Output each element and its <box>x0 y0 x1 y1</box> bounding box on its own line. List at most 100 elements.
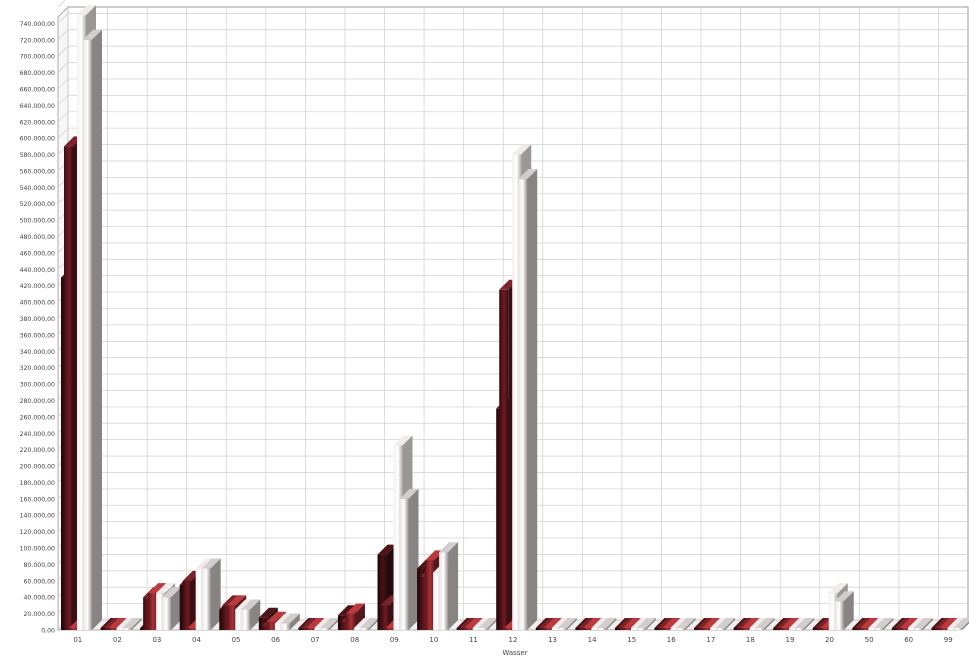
bar-front <box>345 613 355 630</box>
bar-front <box>622 628 632 630</box>
bar <box>716 618 736 630</box>
y-tick-label: 200.000,00 <box>20 464 55 471</box>
bar-top <box>241 599 261 610</box>
bar-front <box>227 605 237 630</box>
y-tick-label: 240.000,00 <box>20 431 55 438</box>
bar-front <box>518 179 528 631</box>
y-tick-label: 720.000,00 <box>20 37 55 44</box>
bar-front <box>306 628 316 630</box>
bar-side <box>210 558 221 630</box>
bar-top <box>597 618 617 628</box>
bar <box>755 618 775 630</box>
y-tick-label: 500.000,00 <box>20 218 55 225</box>
bar-front <box>860 628 870 630</box>
bar <box>399 488 419 630</box>
x-axis-tick-labels: 01 02 03 04 05 06 07 08 09 10 11 12 13 14 15 16 17 18 19 20… <box>73 636 952 644</box>
bar-front <box>69 628 78 630</box>
bar-front <box>855 628 865 630</box>
bar-top <box>543 618 563 628</box>
bar-front <box>578 628 588 630</box>
bar-side <box>92 29 102 630</box>
y-tick-label: 320.000,00 <box>20 365 55 372</box>
y-tick-label: 140.000,00 <box>20 513 55 520</box>
bar-front <box>472 628 482 630</box>
x-tick-label: 02 <box>113 636 122 644</box>
grid-line-h-side <box>57 13 69 24</box>
bar-front <box>143 597 153 630</box>
bar <box>636 618 656 630</box>
bars <box>61 5 969 631</box>
grid-line-h-side <box>57 127 69 139</box>
y-tick-label: 280.000,00 <box>20 398 55 405</box>
bar-front <box>504 628 514 630</box>
y-tick-label: 460.000,00 <box>20 250 55 257</box>
bar-front <box>597 628 607 630</box>
bar-front <box>314 628 324 630</box>
bar-front <box>266 621 276 630</box>
y-tick-label: 60.000,00 <box>24 578 56 585</box>
bar-side <box>448 542 459 630</box>
bar-top <box>359 618 379 628</box>
bar-front <box>187 628 197 630</box>
bar-front <box>148 593 158 630</box>
bar-side <box>922 618 933 630</box>
bar-front <box>776 628 786 630</box>
bar-front <box>301 628 311 630</box>
bar-top <box>702 618 722 628</box>
y-tick-label: 340.000,00 <box>20 349 55 356</box>
x-tick-label: 50 <box>865 636 874 644</box>
bar-front <box>235 609 245 630</box>
bar-top <box>439 542 459 553</box>
x-tick-label: 03 <box>152 636 161 644</box>
x-tick-label: 04 <box>192 636 201 644</box>
bar-front <box>913 628 923 630</box>
bar-side <box>764 618 775 630</box>
bar-front <box>162 597 172 630</box>
bar-front <box>828 593 838 630</box>
bar-top <box>741 618 761 628</box>
bar-side <box>329 618 340 630</box>
bar-front <box>359 628 369 630</box>
bar-front <box>116 628 126 630</box>
bar-front <box>781 628 791 630</box>
y-tick-label: 660.000,00 <box>20 86 55 93</box>
bar-side <box>171 587 182 630</box>
y-tick-label: 260.000,00 <box>20 414 55 421</box>
bar-front <box>399 498 409 630</box>
bar-top <box>860 618 880 628</box>
bar-side <box>843 591 854 630</box>
bar-top <box>77 5 96 16</box>
bar-top <box>583 618 603 628</box>
bar-front <box>894 628 904 630</box>
bar-top <box>557 618 577 628</box>
y-tick-label: 80.000,00 <box>24 562 56 569</box>
bar-front <box>953 628 963 630</box>
y-tick-label: 220.000,00 <box>20 447 55 454</box>
x-tick-label: 20 <box>825 636 834 644</box>
bar <box>122 618 142 630</box>
bar-front <box>478 628 488 630</box>
bar-front <box>636 628 646 630</box>
bar <box>874 618 894 630</box>
bar-front <box>710 628 720 630</box>
bar-top <box>795 618 815 628</box>
bar <box>162 587 182 630</box>
bar-front <box>538 628 548 630</box>
x-tick-label: 09 <box>390 636 399 644</box>
bar-top <box>518 169 538 180</box>
bar <box>557 618 577 630</box>
bar-front <box>874 628 884 630</box>
bar-front <box>83 39 92 630</box>
bar-top <box>953 618 969 628</box>
bar-top <box>320 618 340 628</box>
bar-front <box>716 628 726 630</box>
bar-top <box>83 29 102 40</box>
bar-side <box>725 618 736 630</box>
x-tick-label: 05 <box>232 636 241 644</box>
bar-top <box>512 144 532 155</box>
x-tick-label: 15 <box>627 636 636 644</box>
bar-top <box>913 618 933 628</box>
y-tick-label: 640.000,00 <box>20 103 55 110</box>
bar-top <box>874 618 894 628</box>
